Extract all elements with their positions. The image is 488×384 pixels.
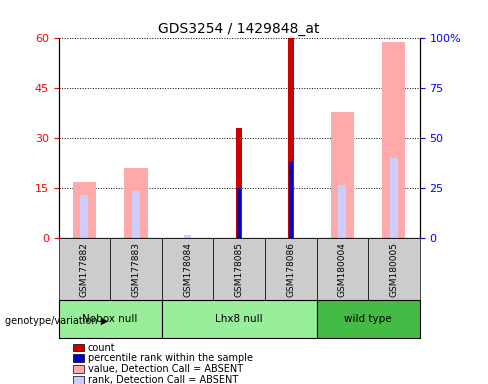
- Bar: [368, 238, 420, 300]
- Bar: [81, 195, 88, 238]
- Bar: [162, 238, 213, 300]
- Text: GSM177883: GSM177883: [131, 242, 141, 297]
- Text: wild type: wild type: [344, 314, 392, 324]
- Bar: [382, 42, 406, 238]
- Text: value, Detection Call = ABSENT: value, Detection Call = ABSENT: [88, 364, 243, 374]
- Bar: [288, 162, 293, 238]
- Bar: [162, 300, 317, 338]
- Bar: [213, 238, 265, 300]
- Text: Nobox null: Nobox null: [82, 314, 138, 324]
- Bar: [59, 300, 162, 338]
- Title: GDS3254 / 1429848_at: GDS3254 / 1429848_at: [159, 22, 320, 36]
- Bar: [73, 182, 96, 238]
- Text: GSM178084: GSM178084: [183, 242, 192, 297]
- Bar: [317, 238, 368, 300]
- Bar: [124, 168, 147, 238]
- Bar: [331, 112, 354, 238]
- Bar: [287, 38, 294, 238]
- Text: rank, Detection Call = ABSENT: rank, Detection Call = ABSENT: [88, 375, 238, 384]
- Bar: [132, 192, 140, 238]
- Bar: [59, 238, 110, 300]
- Text: GSM177882: GSM177882: [80, 242, 89, 297]
- Bar: [265, 238, 317, 300]
- Text: GSM180005: GSM180005: [389, 242, 398, 297]
- Bar: [236, 128, 242, 238]
- Text: percentile rank within the sample: percentile rank within the sample: [88, 353, 253, 363]
- Text: Lhx8 null: Lhx8 null: [215, 314, 263, 324]
- Bar: [339, 185, 346, 238]
- Text: GSM180004: GSM180004: [338, 242, 347, 297]
- Bar: [110, 238, 162, 300]
- Bar: [317, 300, 420, 338]
- Text: genotype/variation ▶: genotype/variation ▶: [5, 316, 108, 326]
- Bar: [390, 158, 398, 238]
- Bar: [237, 188, 241, 238]
- Text: GSM178085: GSM178085: [235, 242, 244, 297]
- Bar: [183, 235, 191, 238]
- Text: count: count: [88, 343, 116, 353]
- Text: GSM178086: GSM178086: [286, 242, 295, 297]
